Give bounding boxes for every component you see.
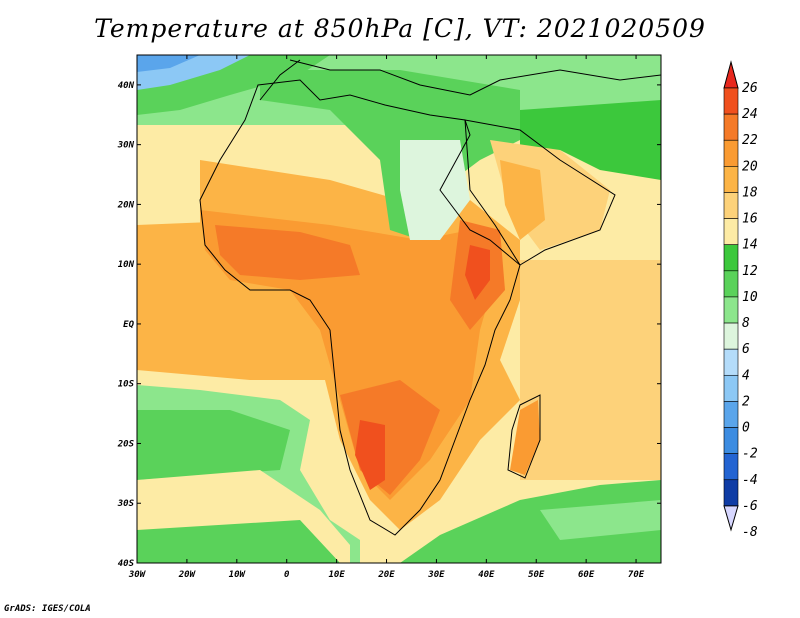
- colorbar-segment: [723, 192, 739, 219]
- colorbar-label: -8: [742, 525, 758, 540]
- colorbar-label: 2: [742, 394, 750, 409]
- colorbar-segment: [723, 166, 739, 193]
- lat-tick-label: 10S: [118, 380, 135, 390]
- colorbar-segment: [723, 348, 739, 376]
- lon-tick-label: 30E: [427, 570, 445, 580]
- lon-tick-label: 30W: [128, 570, 147, 580]
- credit-label: GrADS: IGES/COLA: [4, 604, 91, 614]
- colorbar-label: -2: [742, 447, 758, 462]
- lat-tick-label: 40N: [118, 81, 135, 91]
- colorbar-segment: [723, 374, 739, 402]
- colorbar-label: -6: [742, 499, 758, 514]
- colorbar-label: 6: [742, 342, 750, 357]
- colorbar-segment: [723, 139, 739, 167]
- lat-tick-label: 20N: [117, 200, 135, 210]
- lon-tick-label: 50E: [528, 570, 545, 580]
- colorbar-label: 22: [742, 133, 758, 148]
- lon-tick-label: 20W: [178, 570, 197, 580]
- colorbar-segment: [723, 218, 739, 246]
- colorbar-segment: [723, 113, 739, 141]
- colorbar-label: 18: [742, 185, 758, 200]
- lon-tick-label: 60E: [578, 570, 595, 580]
- lat-tick-label: 10N: [118, 260, 135, 270]
- colorbar-segment: [723, 401, 739, 428]
- colorbar-label: 10: [742, 290, 758, 305]
- colorbar-label: 0: [742, 421, 750, 436]
- lon-tick-label: 0: [284, 570, 290, 580]
- colorbar-segment: [723, 244, 739, 272]
- lat-tick-label: 30N: [117, 141, 135, 151]
- lon-tick-label: 10E: [328, 570, 345, 580]
- colorbar-label: 20: [742, 159, 758, 174]
- colorbar-label: 8: [742, 316, 750, 331]
- axis-ticks: 30W 20W 10W 0 10E 20E 30E 40E 50E 60E 70E 40N 30N 20N…: [117, 55, 661, 580]
- colorbar-segment: [723, 296, 739, 324]
- temperature-field: [137, 55, 661, 563]
- lon-tick-label: 70E: [628, 570, 645, 580]
- colorbar-label: 26: [742, 81, 758, 96]
- colorbar-max-arrow: [723, 60, 739, 89]
- colorbar-label: 14: [742, 238, 758, 253]
- lat-tick-label: 30S: [117, 499, 135, 509]
- colorbar-segment: [723, 322, 739, 350]
- chart-title: Temperature at 850hPa [C], VT: 202102050…: [94, 14, 706, 43]
- colorbar-segment: [723, 453, 739, 481]
- colorbar-label: 12: [742, 264, 758, 279]
- colorbar-label: 4: [742, 368, 750, 383]
- coastlines: [199, 59, 661, 536]
- colorbar-label: -4: [742, 473, 758, 488]
- colorbar-label: 16: [742, 212, 758, 227]
- lat-tick-label: 40S: [118, 559, 135, 569]
- colorbar-label: 24: [742, 107, 758, 122]
- colorbar-segment: [723, 427, 739, 454]
- colorbar-segment: [723, 270, 739, 298]
- map-frame: [136, 54, 662, 564]
- lat-tick-label: 20S: [117, 439, 135, 449]
- colorbar-segment: [723, 479, 739, 507]
- lon-tick-label: 40E: [478, 570, 495, 580]
- colorbar-min-arrow: [723, 505, 739, 532]
- lon-tick-label: 10W: [229, 570, 247, 580]
- lon-tick-label: 20E: [377, 570, 395, 580]
- colorbar-segment: [723, 87, 739, 115]
- lat-tick-label: EQ: [123, 320, 134, 330]
